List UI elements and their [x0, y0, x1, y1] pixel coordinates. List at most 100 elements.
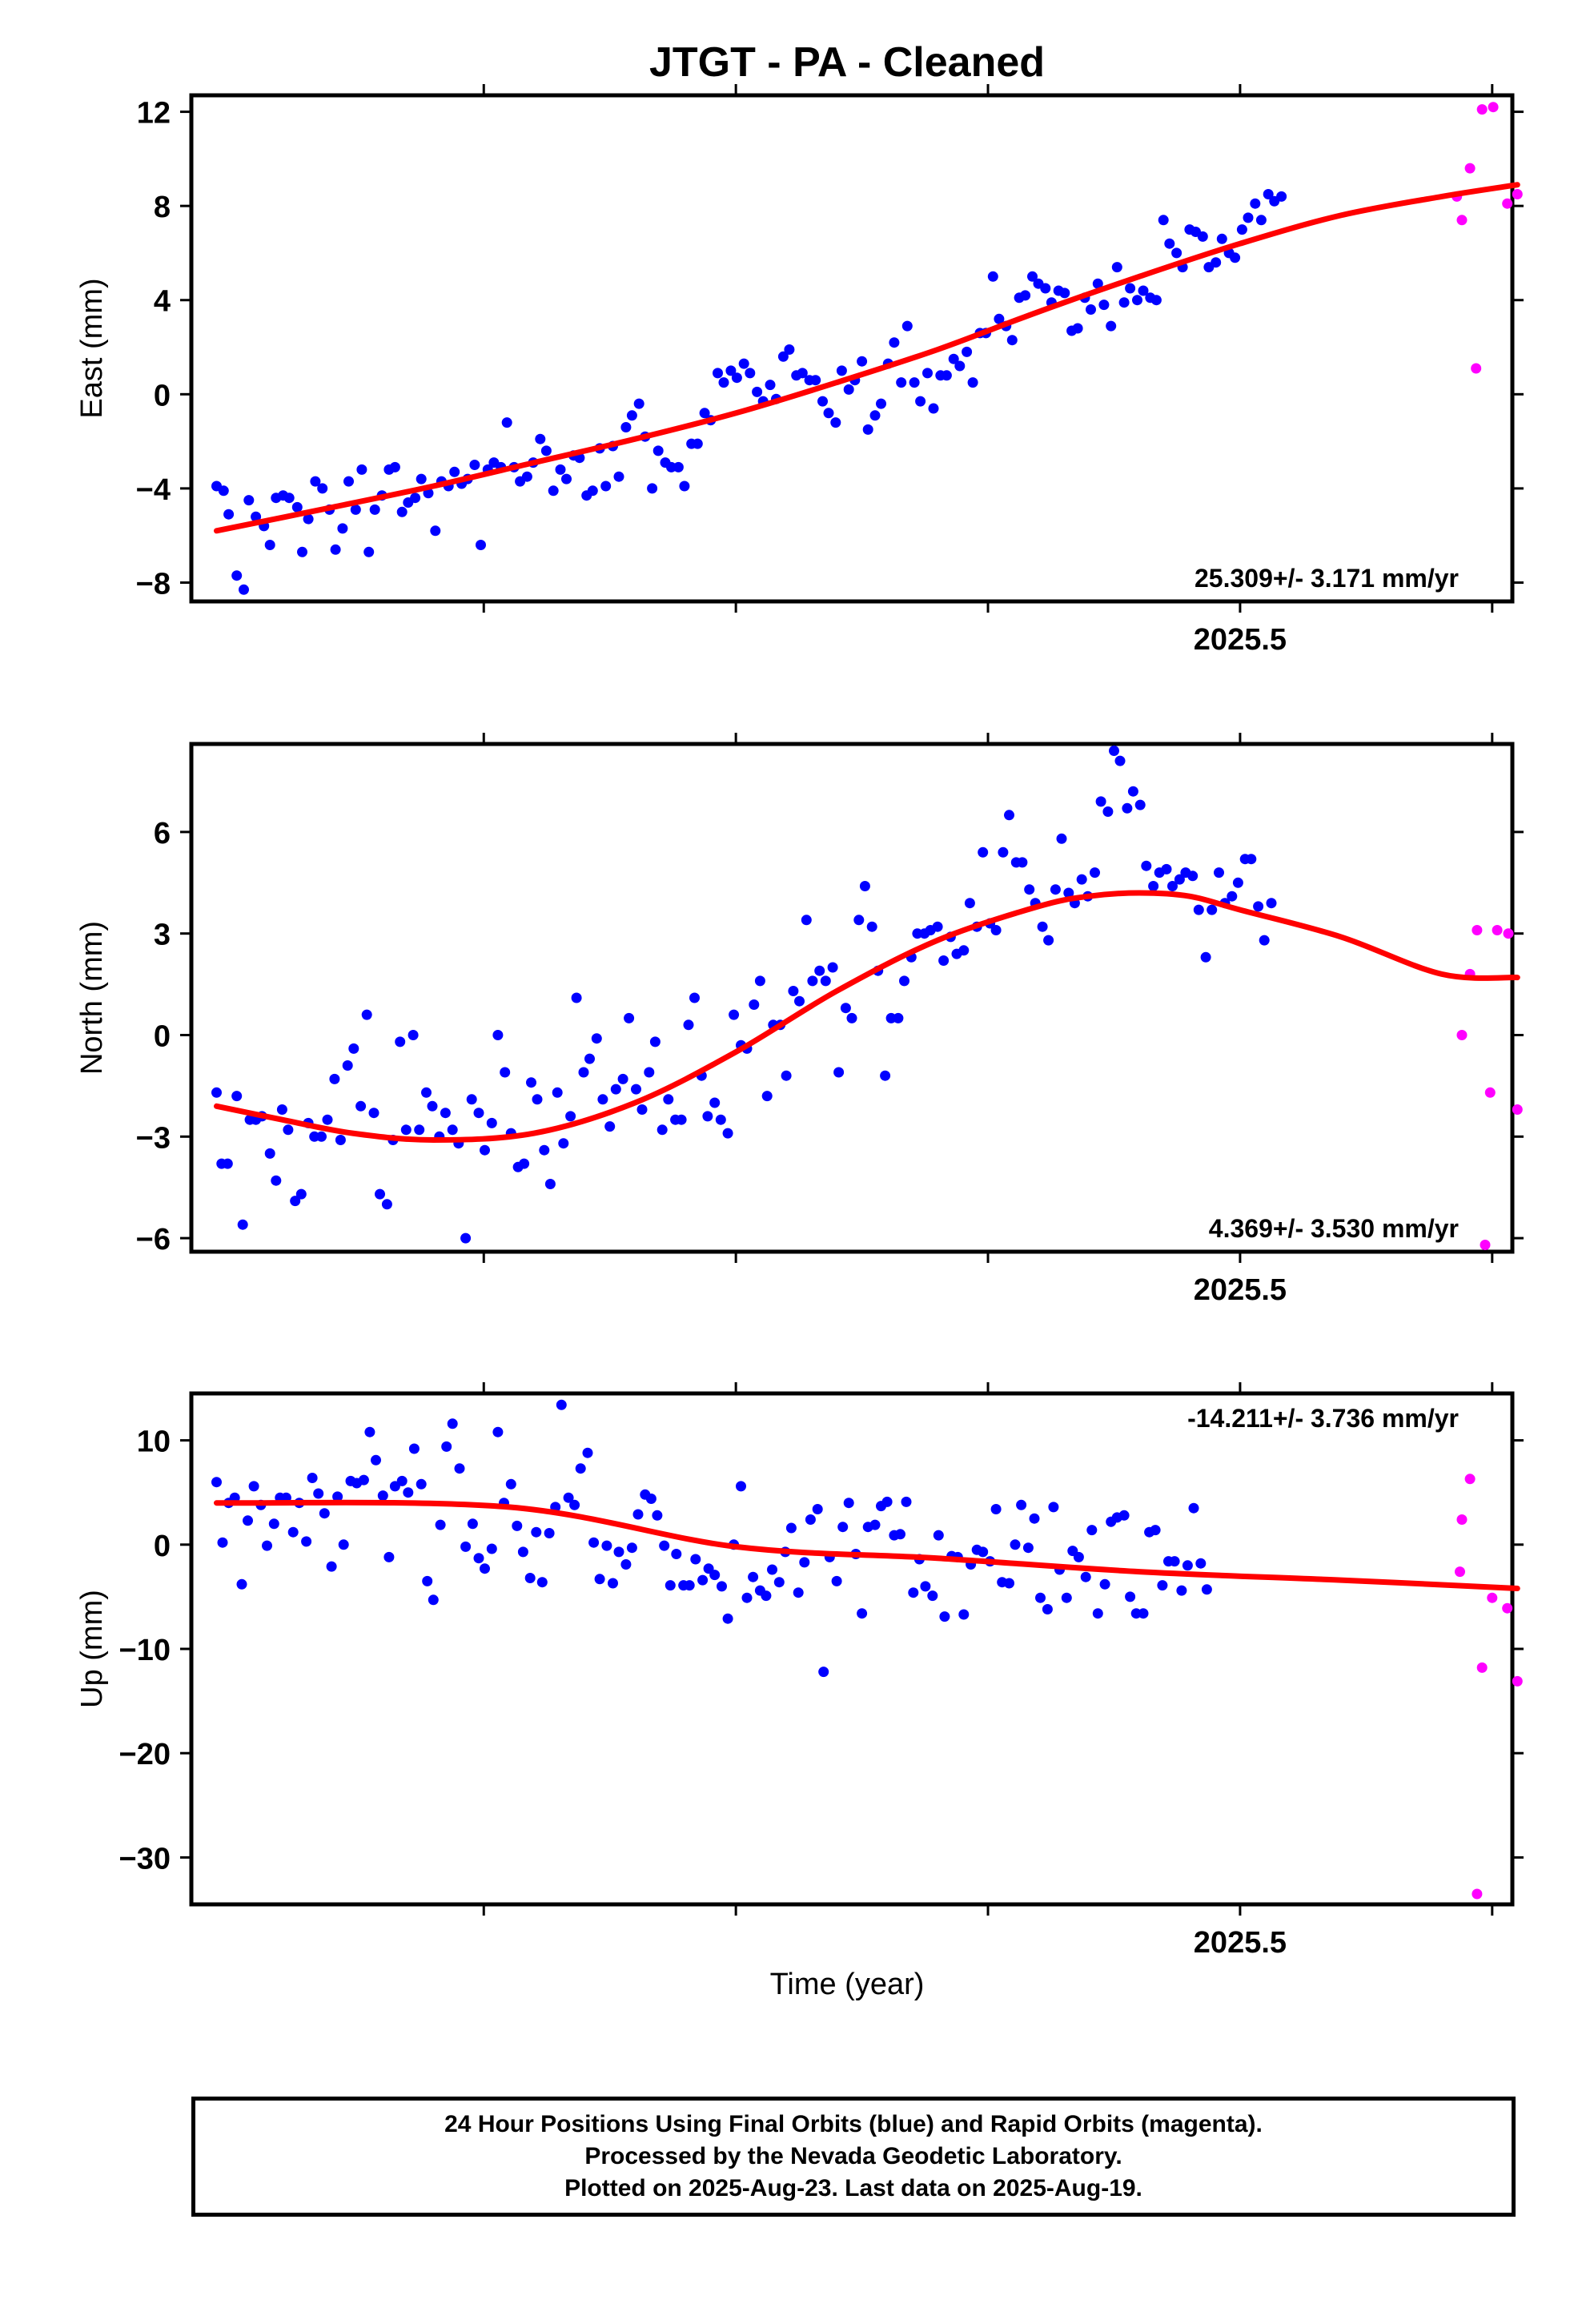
- east-final-point: [1086, 304, 1096, 315]
- up-final-point: [773, 1577, 785, 1588]
- east-final-point: [692, 438, 703, 449]
- east-final-point: [548, 485, 559, 497]
- up-ytick-label: 0: [154, 1530, 171, 1563]
- up-final-point: [620, 1559, 632, 1570]
- up-final-point: [1042, 1604, 1053, 1614]
- north-final-point: [958, 945, 970, 956]
- east-final-point: [987, 271, 998, 282]
- north-final-point: [290, 1196, 301, 1207]
- north-final-point: [271, 1175, 282, 1186]
- north-final-point: [348, 1043, 359, 1054]
- north-rapid-point: [1503, 928, 1514, 939]
- north-final-point: [814, 965, 825, 976]
- east-final-point: [901, 320, 913, 332]
- up-final-point: [1092, 1608, 1103, 1619]
- east-final-point: [310, 476, 321, 487]
- east-final-point: [291, 501, 303, 513]
- east-final-point: [561, 473, 572, 485]
- east-final-point: [633, 398, 644, 409]
- up-final-point: [626, 1542, 637, 1554]
- east-final-point: [1250, 198, 1261, 209]
- east-final-point: [330, 544, 341, 555]
- east-final-point: [343, 476, 354, 487]
- east-final-point: [1132, 295, 1142, 306]
- up-final-point: [364, 1426, 375, 1437]
- east-rapid-point: [1471, 363, 1482, 374]
- north-final-point: [295, 1188, 307, 1200]
- up-final-point: [422, 1575, 433, 1586]
- north-final-point: [722, 1128, 733, 1139]
- up-final-point: [536, 1577, 548, 1588]
- east-final-point: [745, 368, 756, 379]
- up-final-point: [332, 1491, 343, 1502]
- north-final-point: [1200, 951, 1211, 963]
- north-final-point: [1095, 796, 1106, 807]
- north-final-point: [781, 1070, 792, 1081]
- east-final-point: [1111, 262, 1122, 273]
- north-final-point: [689, 992, 700, 1003]
- up-panel: −30 −20 −10 0 10 2025.5 Up (mm) -14.211+/- 3.73…: [75, 1382, 1524, 1960]
- up-final-point: [371, 1454, 381, 1466]
- east-final-point: [1040, 283, 1051, 294]
- up-final-point: [1099, 1578, 1110, 1590]
- chart-title: JTGT - PA - Cleaned: [649, 39, 1045, 86]
- east-final-point: [416, 473, 427, 485]
- north-final-point: [480, 1144, 490, 1156]
- east-final-point: [862, 424, 873, 435]
- east-final-point: [836, 365, 847, 376]
- up-final-point: [785, 1522, 797, 1534]
- up-final-point: [262, 1540, 272, 1551]
- north-final-point: [807, 975, 818, 987]
- up-rapid-point: [1476, 1662, 1488, 1673]
- north-final-point: [827, 962, 838, 973]
- east-final-point: [389, 461, 400, 472]
- north-final-point: [964, 898, 975, 909]
- east-final-point: [369, 504, 380, 515]
- north-final-point: [539, 1144, 550, 1156]
- east-rapid-point: [1488, 102, 1499, 113]
- north-final-point: [617, 1073, 628, 1084]
- north-final-point: [801, 915, 812, 926]
- up-final-point: [1169, 1556, 1180, 1567]
- up-rapid-point: [1472, 1888, 1483, 1900]
- east-rapid-point: [1512, 189, 1523, 199]
- up-final-point: [486, 1543, 497, 1554]
- up-final-point: [659, 1540, 670, 1551]
- east-final-point: [915, 396, 926, 407]
- north-final-point: [715, 1114, 726, 1125]
- north-final-point: [211, 1087, 222, 1098]
- north-final-point: [610, 1084, 621, 1095]
- east-final-point: [1020, 290, 1031, 301]
- up-final-point: [287, 1526, 299, 1538]
- north-final-point: [1167, 881, 1178, 891]
- north-final-point: [938, 955, 950, 966]
- north-final-point: [414, 1124, 425, 1136]
- north-final-point: [1214, 867, 1224, 879]
- north-final-point: [558, 1138, 569, 1149]
- up-fit-line: [214, 1499, 1520, 1591]
- east-final-point: [954, 360, 966, 372]
- up-final-point: [556, 1399, 567, 1410]
- north-final-point: [276, 1104, 287, 1115]
- north-ytick-label: 0: [154, 1019, 171, 1053]
- north-final-point: [1266, 898, 1277, 909]
- north-final-point: [1063, 887, 1074, 899]
- up-rapid-point: [1512, 1675, 1523, 1687]
- east-final-point: [1150, 295, 1162, 306]
- up-final-point: [1016, 1499, 1027, 1510]
- north-final-point: [381, 1199, 392, 1210]
- up-final-point: [1150, 1525, 1161, 1536]
- north-rapid-point: [1492, 925, 1503, 935]
- up-final-point: [517, 1546, 528, 1558]
- up-final-point: [690, 1554, 701, 1565]
- up-final-point: [338, 1539, 349, 1550]
- east-final-point: [430, 525, 441, 537]
- north-final-point: [1076, 874, 1087, 885]
- up-final-point: [396, 1475, 408, 1486]
- east-final-point: [1171, 247, 1182, 259]
- up-final-point: [741, 1592, 753, 1603]
- up-final-point: [1004, 1578, 1014, 1589]
- east-final-point: [620, 422, 632, 432]
- x-axis-label: Time (year): [770, 1968, 925, 2001]
- up-final-point: [268, 1518, 279, 1530]
